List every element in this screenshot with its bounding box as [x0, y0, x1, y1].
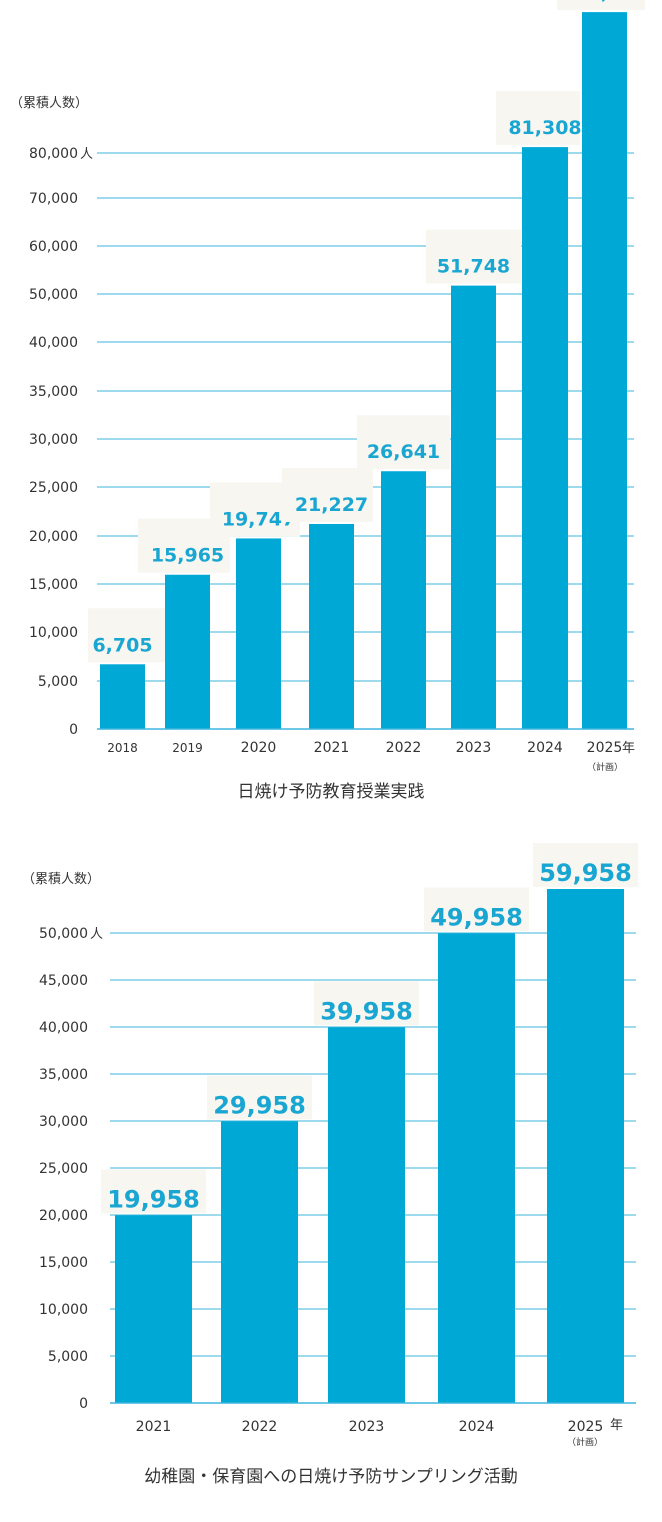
- y-tick-label: 0: [79, 1396, 88, 1412]
- y-tick-label: 35,000: [29, 384, 78, 400]
- bar-value-label: 111,308: [561, 0, 648, 4]
- bar: [165, 574, 210, 729]
- x-tick-label: 2023: [349, 1419, 385, 1435]
- x-tick-label: 2019: [172, 741, 203, 755]
- x-tick-label: 2025: [587, 740, 623, 756]
- value-label-bg: [314, 981, 419, 1026]
- value-label-bg: [557, 0, 645, 11]
- x-tick-label: 2018: [107, 741, 138, 755]
- value-label-bg: [496, 91, 580, 146]
- value-label-bg: [533, 843, 638, 887]
- plan-note: （計画）: [587, 761, 623, 773]
- y-tick-label: 15,000: [29, 577, 78, 593]
- y-tick-label: 30,000: [29, 432, 78, 448]
- bar: [309, 523, 354, 729]
- y-unit-label: 人: [90, 927, 103, 942]
- chart-title: 日焼け予防教育授業実践: [238, 782, 425, 800]
- value-label-bg: [282, 467, 373, 522]
- bar-value-label: 51,748: [437, 256, 510, 278]
- value-label-bg: [88, 608, 166, 663]
- bar: [438, 933, 515, 1403]
- x-tick-label: 2021: [314, 740, 350, 756]
- y-tick-label: 35,000: [39, 1067, 88, 1083]
- y-tick-label: 5,000: [48, 1349, 88, 1365]
- chart-title: 幼稚園・保育園への日焼け予防サンプリング活動: [144, 1467, 518, 1487]
- bar-value-label: 26,641: [367, 441, 440, 463]
- x-tick-label: 2021: [136, 1419, 172, 1435]
- x-tick-label: 2025: [568, 1419, 604, 1435]
- x-tick-label: 2022: [242, 1419, 278, 1435]
- chart-2: （累積人数） 0 5,000 10,000 15,000 20,000 25,000 30,0…: [22, 843, 638, 1487]
- bar: [328, 1027, 405, 1403]
- x-unit-label: 年: [622, 741, 635, 756]
- y-tick-label: 0: [69, 722, 78, 738]
- bar: [100, 664, 145, 729]
- y-tick-label: 45,000: [39, 973, 88, 989]
- value-label-bg: [424, 887, 529, 932]
- value-label-bg: [426, 229, 521, 284]
- x-tick-label: 2024: [459, 1419, 495, 1435]
- bar-value-label: 6,705: [92, 634, 152, 656]
- value-label-bg: [101, 1169, 206, 1214]
- bar: [451, 285, 496, 729]
- y-tick-label: 40,000: [29, 335, 78, 351]
- unit-label: （累積人数）: [10, 96, 88, 111]
- y-tick-label: 25,000: [39, 1161, 88, 1177]
- y-unit-label: 人: [80, 147, 93, 162]
- x-tick-label: 2024: [527, 740, 563, 756]
- bar: [522, 147, 568, 729]
- bar: [115, 1215, 192, 1403]
- bar-value-label: 15,965: [151, 545, 224, 567]
- bar-value-label: 49,958: [430, 903, 523, 931]
- bar-value-label: 39,958: [320, 997, 413, 1025]
- bar: [381, 471, 426, 729]
- y-tick-label: 70,000: [29, 191, 78, 207]
- x-tick-label: 2020: [241, 740, 277, 756]
- unit-label: （累積人数）: [22, 872, 100, 887]
- y-tick-label: 30,000: [39, 1114, 88, 1130]
- bar-value-label: 29,958: [213, 1091, 306, 1119]
- bar: [236, 538, 281, 729]
- bar-value-label: 21,227: [295, 494, 368, 516]
- bar: [547, 889, 624, 1403]
- chart-1: （累積人数） 0 5,000 10,000 15,000 20,000 25,000 30,0…: [10, 0, 648, 800]
- y-tick-label: 20,000: [39, 1208, 88, 1224]
- y-tick-label: 5,000: [38, 674, 78, 690]
- y-tick-label: 50,000: [39, 926, 88, 942]
- value-label-bg: [207, 1075, 312, 1120]
- y-tick-label: 20,000: [29, 529, 78, 545]
- bar-value-label: 59,958: [539, 859, 632, 887]
- y-tick-label: 40,000: [39, 1020, 88, 1036]
- y-tick-label: 80,000: [29, 146, 78, 162]
- bar: [221, 1121, 298, 1403]
- bar-value-label: 81,308: [508, 117, 581, 139]
- y-tick-label: 10,000: [29, 625, 78, 641]
- x-tick-label: 2023: [456, 740, 492, 756]
- x-unit-label: 年: [610, 1418, 623, 1433]
- y-tick-label: 60,000: [29, 239, 78, 255]
- bar-value-label: 19,958: [107, 1185, 200, 1213]
- y-tick-label: 15,000: [39, 1255, 88, 1271]
- x-tick-label: 2022: [386, 740, 422, 756]
- bar-value-label: 19,747: [222, 508, 295, 530]
- value-label-bg: [357, 415, 450, 470]
- y-tick-label: 25,000: [29, 480, 78, 496]
- y-tick-label: 10,000: [39, 1302, 88, 1318]
- y-tick-label: 50,000: [29, 287, 78, 303]
- bar: [582, 12, 627, 729]
- plan-note: （計画）: [567, 1436, 603, 1448]
